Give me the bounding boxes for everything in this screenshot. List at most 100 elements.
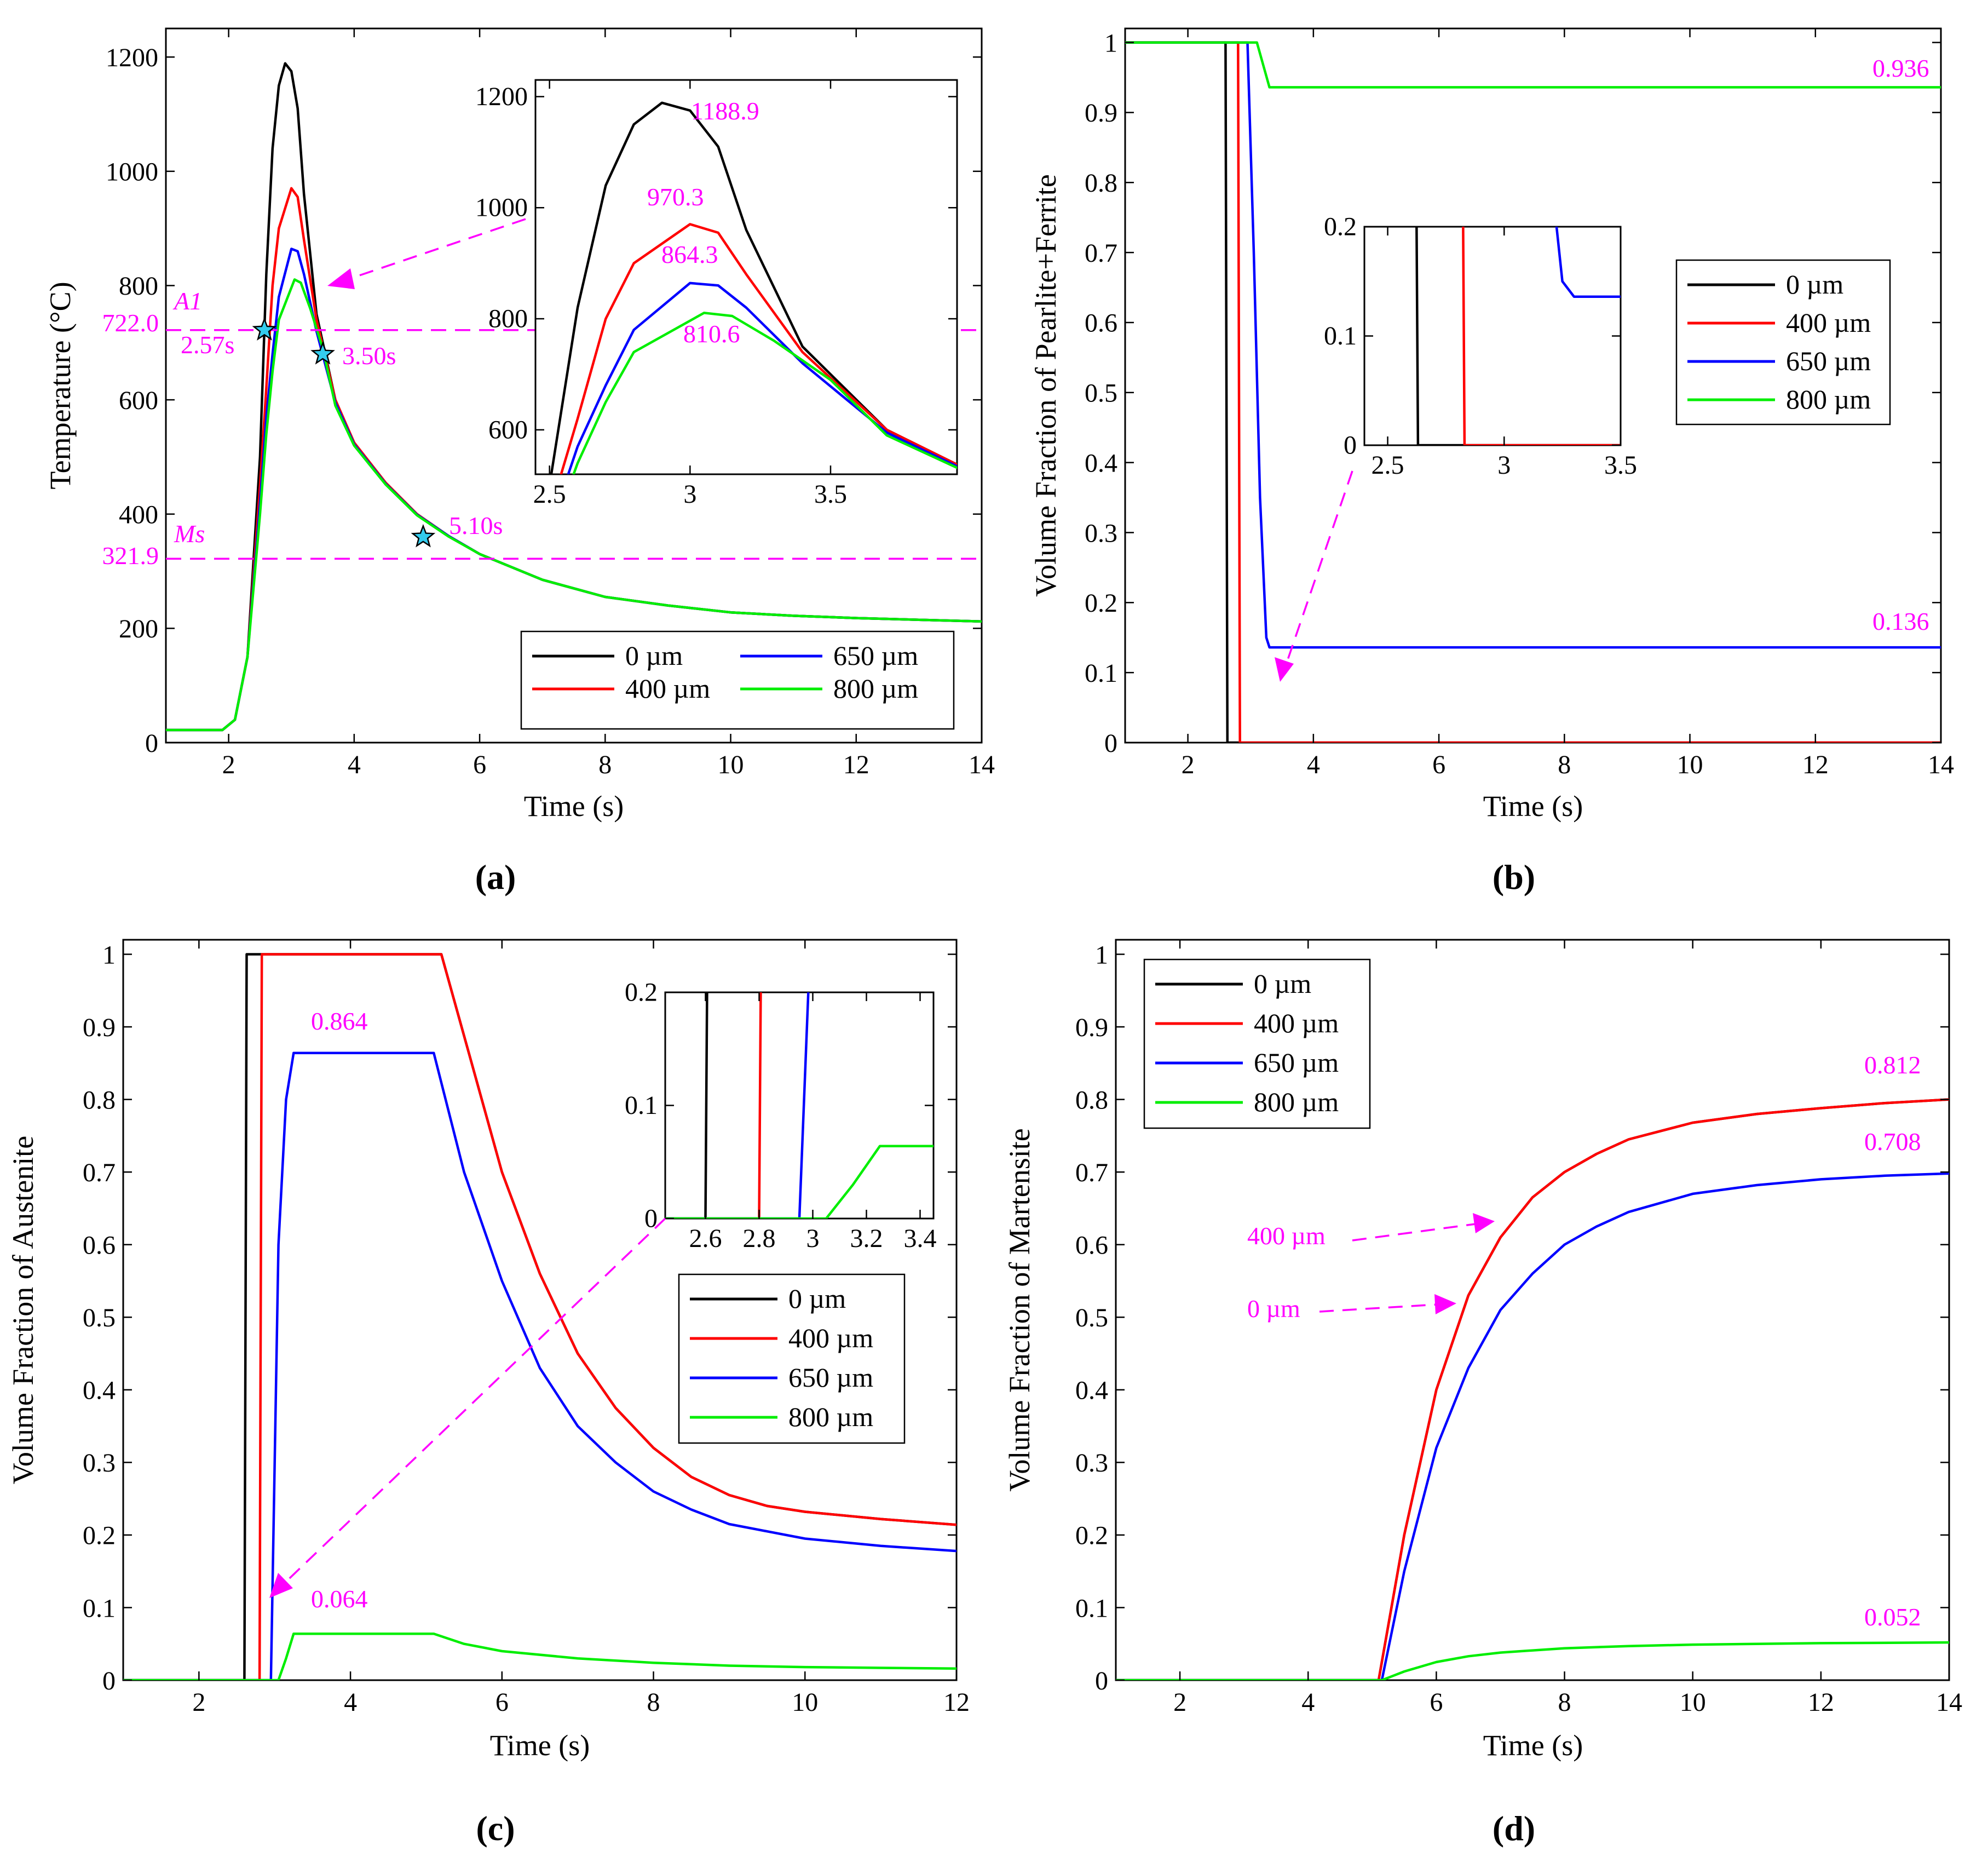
x-tick-label: 2 — [1182, 750, 1195, 779]
y-tick-label: 800 — [488, 304, 528, 333]
legend-label-400um: 400 µm — [1254, 1008, 1339, 1038]
legend-items: 0 µm 400 µm 650 µm 800 µm — [1687, 269, 1871, 415]
plot-area — [122, 939, 958, 1681]
y-tick-label: 0.3 — [1085, 519, 1117, 548]
legend-label-0um: 0 µm — [1786, 269, 1843, 300]
ticks-layer: 2 4 6 8 10 12 14 0 200 400 600 800 1000 1200 — [106, 28, 995, 779]
star-marker — [310, 341, 335, 365]
y-tick-label: 0.4 — [83, 1376, 116, 1405]
y-tick-label: 0.5 — [1085, 379, 1117, 408]
x-tick-label: 8 — [1558, 750, 1571, 779]
x-axis-label: Time (s) — [490, 1729, 590, 1762]
series-line-650um — [1555, 227, 1621, 298]
y-tick-label: 0.8 — [1085, 169, 1117, 198]
y-tick-label: 1 — [102, 940, 116, 969]
y-tick-label: 1200 — [106, 43, 158, 72]
y-tick-label: 0 — [1104, 729, 1117, 758]
ms-value: 321.9 — [102, 542, 159, 570]
legend-label-650um: 650 µm — [788, 1362, 873, 1393]
x-tick-label: 8 — [598, 750, 612, 779]
x-tick-label: 10 — [1680, 1688, 1706, 1717]
caption-b: (b) — [1493, 858, 1535, 896]
y-tick-label: 0.1 — [1075, 1594, 1108, 1623]
x-tick-label: 2 — [192, 1688, 205, 1717]
y-tick-label: 1000 — [475, 193, 528, 222]
y-tick-label: 0.9 — [83, 1013, 116, 1042]
inset-c: 2.6 2.8 3 3.2 3.400.10.2 — [625, 978, 937, 1253]
y-tick-label: 0.3 — [83, 1449, 116, 1478]
y-tick-label: 0.2 — [1085, 589, 1117, 618]
legend-label-800um: 800 µm — [1786, 384, 1871, 415]
y-tick-label: 0.1 — [1085, 659, 1117, 688]
y-tick-label: 0.3 — [1075, 1449, 1108, 1478]
x-tick-label: 10 — [718, 750, 744, 779]
legend-label-0um: 0 µm — [788, 1283, 846, 1314]
x-tick-label: 12 — [1802, 750, 1829, 779]
legend-label-0um: 0 µm — [1254, 968, 1311, 999]
plot-area — [1115, 939, 1950, 1681]
legend-label-800um: 800 µm — [833, 673, 918, 704]
legend-label-650um: 650 µm — [1786, 346, 1871, 376]
series-layer — [123, 953, 956, 1680]
time-label-1: 2.57s — [181, 331, 234, 359]
legend-label-400um: 400 µm — [1786, 307, 1871, 338]
y-axis-label: Volume Fraction of Pearlite+Ferrite — [1029, 174, 1062, 597]
legend-label-650um: 650 µm — [1254, 1047, 1339, 1078]
x-tick-label: 3.5 — [814, 480, 847, 509]
y-tick-label: 0.8 — [83, 1085, 116, 1114]
panel-a: 2 4 6 8 10 12 14 0 200 400 600 800 1000 1200 Time (s)… — [44, 27, 995, 896]
x-tick-label: 3.5 — [1604, 451, 1637, 480]
y-tick-label: 1 — [1095, 940, 1108, 969]
annotation-arrows — [1319, 1213, 1495, 1314]
x-tick-label: 2 — [222, 750, 235, 779]
y-axis-label: Volume Fraction of Austenite — [7, 1136, 39, 1484]
series-line-800um — [1116, 1641, 1949, 1680]
x-tick-label: 4 — [1307, 750, 1320, 779]
x-tick-label: 3 — [1497, 451, 1511, 480]
y-tick-label: 0.2 — [625, 978, 658, 1007]
y-tick-label: 0 — [145, 729, 158, 758]
y-tick-label: 0.6 — [1085, 309, 1117, 338]
y-tick-label: 1 — [1104, 28, 1117, 58]
legend-label-0um: 0 µm — [625, 640, 683, 671]
y-tick-label: 0.1 — [625, 1091, 658, 1120]
x-tick-label: 2.6 — [689, 1224, 722, 1253]
x-tick-label: 14 — [969, 750, 995, 779]
x-tick-label: 3 — [683, 480, 696, 509]
peak-label-650um: 864.3 — [661, 240, 718, 268]
value-label-2: 0.136 — [1872, 607, 1929, 635]
legend: 0 µm 400 µm 650 µm 800 µm — [1675, 259, 1891, 426]
inset-plot-area — [534, 79, 958, 475]
series-line-650um — [1116, 1172, 1949, 1680]
x-tick-label: 10 — [1677, 750, 1703, 779]
x-tick-label: 4 — [344, 1688, 357, 1717]
star-marker — [252, 317, 277, 341]
annotation-arrow — [1275, 470, 1353, 682]
x-tick-label: 12 — [1808, 1688, 1834, 1717]
x-tick-label: 2 — [1173, 1688, 1186, 1717]
y-tick-label: 0 — [1095, 1666, 1108, 1696]
x-tick-label: 3.4 — [904, 1224, 937, 1253]
series-line-400um — [560, 223, 957, 474]
y-tick-label: 1200 — [475, 82, 528, 111]
ms-label: Ms — [174, 520, 205, 548]
y-axis-label: Temperature (°C) — [44, 281, 77, 489]
legend-label-400um: 400 µm — [625, 673, 710, 704]
x-tick-label: 6 — [495, 1688, 509, 1717]
a1-label: A1 — [172, 287, 202, 315]
y-tick-label: 0.6 — [83, 1231, 116, 1260]
x-tick-label: 6 — [473, 750, 486, 779]
series-line-650um — [567, 281, 957, 474]
inset-ticks-layer: 2.5 3 3.5 600 800 1000 1200 — [475, 80, 957, 509]
x-tick-label: 8 — [1558, 1688, 1571, 1717]
inset-series-layer — [665, 992, 934, 1219]
stars-layer — [252, 317, 436, 548]
caption-a: (a) — [475, 858, 516, 896]
